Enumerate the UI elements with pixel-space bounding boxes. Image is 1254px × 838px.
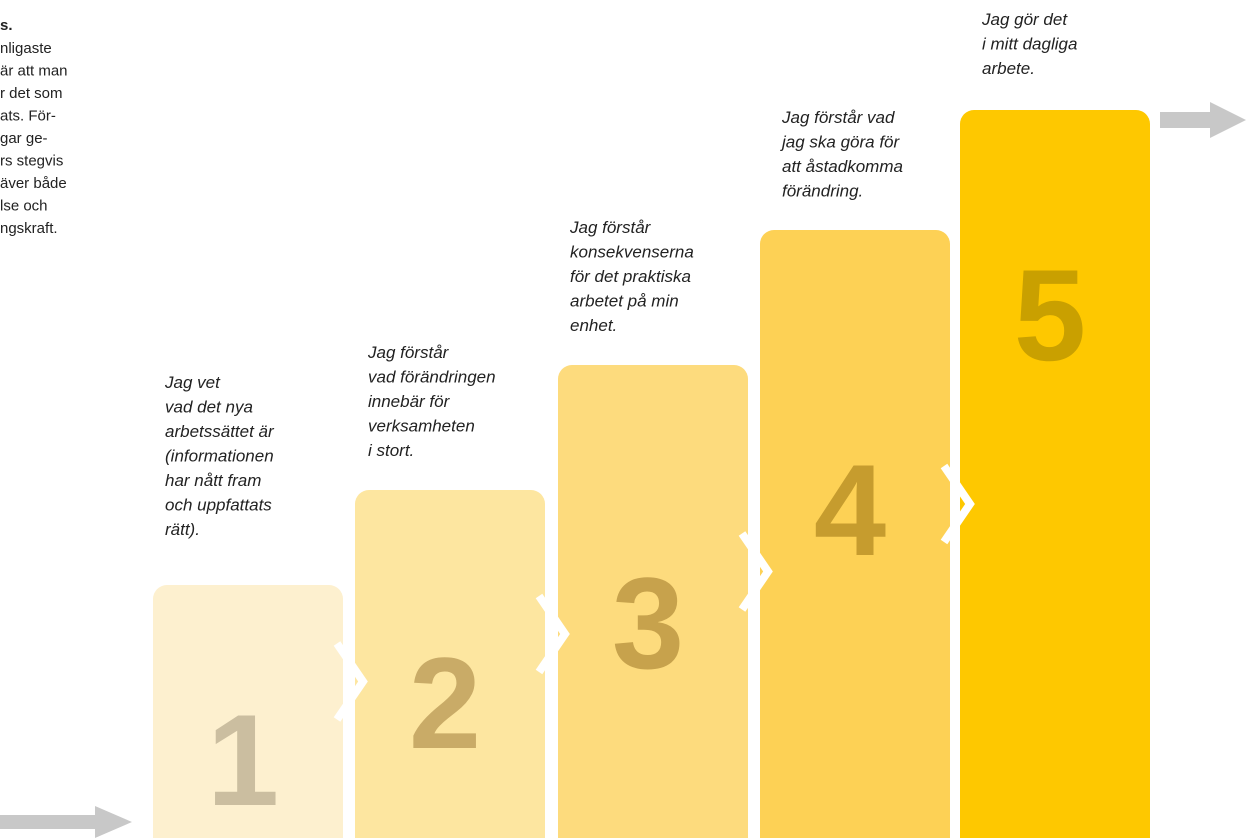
step-number: 2 <box>409 630 481 776</box>
step-caption: Jag förstår <box>367 343 450 362</box>
intro-line: r det som <box>0 85 63 102</box>
step-box <box>153 585 343 838</box>
step-caption: arbetet på min <box>570 292 679 311</box>
intro-line: äver både <box>0 175 67 192</box>
intro-line: gar ge- <box>0 130 48 147</box>
step-caption: Jag gör det <box>981 10 1068 29</box>
step-caption: arbetssättet är <box>165 422 275 441</box>
step-caption: och uppfattats <box>165 496 272 515</box>
step-caption: innebär för <box>368 392 451 411</box>
intro-line: nligaste <box>0 40 52 57</box>
step-box <box>558 365 748 838</box>
arrow-out <box>1160 102 1246 138</box>
step-caption: Jag vet <box>164 373 221 392</box>
chevron <box>333 641 368 722</box>
chevron <box>535 593 570 675</box>
step-caption: arbete. <box>982 59 1035 78</box>
step-caption: har nått fram <box>165 471 261 490</box>
step-box <box>960 110 1150 838</box>
step-caption: rätt). <box>165 520 200 539</box>
step-caption: för det praktiska <box>570 267 691 286</box>
step-caption: Jag förstår <box>569 218 652 237</box>
intro-line: ngskraft. <box>0 220 58 237</box>
step-box <box>355 490 545 838</box>
step-caption: enhet. <box>570 316 617 335</box>
chevron <box>738 531 773 612</box>
intro-heading: s. <box>0 17 13 34</box>
step-caption: (informationen <box>165 447 274 466</box>
intro-line: rs stegvis <box>0 153 63 170</box>
step-caption: jag ska göra för <box>780 133 901 152</box>
step-number: 5 <box>1014 242 1086 388</box>
step-caption: förändring. <box>782 182 863 201</box>
step-caption: i mitt dagliga <box>982 35 1077 54</box>
intro-line: är att man <box>0 63 68 80</box>
step-box <box>760 230 950 838</box>
chevron <box>940 463 975 545</box>
step-caption: verksamheten <box>368 417 475 436</box>
arrow-in <box>0 806 132 838</box>
step-caption: i stort. <box>368 441 414 460</box>
step-caption: konsekvenserna <box>570 243 694 262</box>
step-number: 1 <box>207 687 279 833</box>
step-caption: att åstadkomma <box>782 157 903 176</box>
intro-line: ats. För- <box>0 108 56 125</box>
step-caption: vad det nya <box>165 398 253 417</box>
intro-line: lse och <box>0 198 48 215</box>
step-caption: Jag förstår vad <box>781 108 895 127</box>
step-number: 3 <box>612 550 684 696</box>
step-caption: vad förändringen <box>368 368 496 387</box>
step-number: 4 <box>814 437 886 583</box>
